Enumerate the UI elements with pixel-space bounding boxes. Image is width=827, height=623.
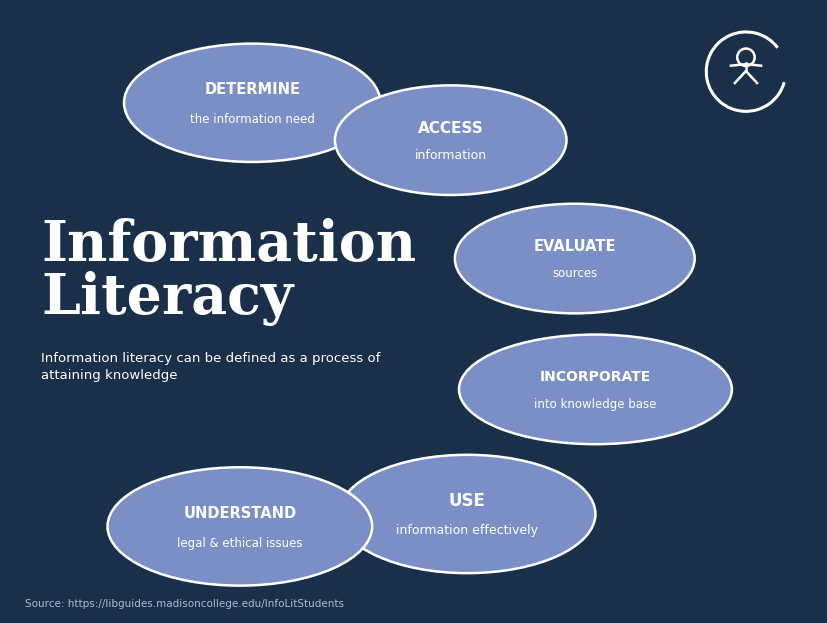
Ellipse shape	[335, 85, 566, 195]
Text: ACCESS: ACCESS	[418, 121, 484, 136]
Text: EVALUATE: EVALUATE	[533, 239, 616, 254]
Text: UNDERSTAND: UNDERSTAND	[184, 506, 296, 521]
Ellipse shape	[455, 204, 695, 313]
Text: into knowledge base: into knowledge base	[534, 398, 657, 411]
Text: information: information	[414, 149, 487, 162]
Text: the information need: the information need	[190, 113, 314, 126]
Ellipse shape	[459, 335, 732, 444]
Text: INCORPORATE: INCORPORATE	[540, 370, 651, 384]
Ellipse shape	[339, 455, 595, 573]
Text: information effectively: information effectively	[396, 524, 538, 537]
Text: sources: sources	[552, 267, 597, 280]
Ellipse shape	[108, 467, 372, 586]
Text: DETERMINE: DETERMINE	[204, 82, 300, 97]
Text: Information literacy can be defined as a process of
attaining knowledge: Information literacy can be defined as a…	[41, 352, 380, 383]
Text: legal & ethical issues: legal & ethical issues	[177, 536, 303, 549]
Text: Source: https://libguides.madisoncollege.edu/InfoLitStudents: Source: https://libguides.madisoncollege…	[25, 599, 344, 609]
Ellipse shape	[124, 44, 380, 162]
Text: Information
Literacy: Information Literacy	[41, 218, 417, 326]
Text: USE: USE	[449, 492, 485, 510]
